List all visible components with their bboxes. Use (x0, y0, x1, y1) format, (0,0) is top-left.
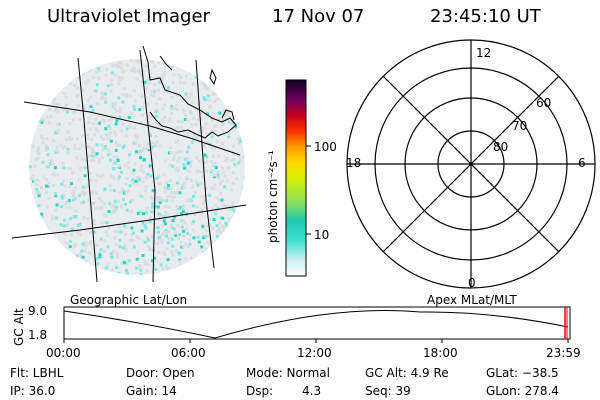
mode-readout: Mode: Normal (246, 366, 330, 380)
altitude-plot-frame (63, 306, 571, 340)
gc-alt-readout: GC Alt: 4.9 Re (365, 366, 449, 380)
lat-label-70: 70 (512, 119, 528, 133)
coastline (142, 45, 237, 139)
altitude-xtick-0000: 00:00 (46, 346, 81, 360)
mlt-label-18: 18 (346, 156, 362, 170)
colorbar-tick-label-100: 100 (314, 140, 337, 154)
altitude-x-ticks (63, 339, 569, 343)
date-label: 17 Nov 07 (272, 6, 365, 27)
altitude-curve (63, 309, 569, 339)
instrument-title: Ultraviolet Imager (47, 6, 210, 27)
dsp-label: Dsp: (246, 384, 274, 398)
door-readout: Door: Open (126, 366, 195, 380)
colorbar-tick-label-10: 10 (314, 228, 330, 242)
filter-readout: Flt: LBHL (10, 366, 64, 380)
colorbar (285, 79, 307, 277)
mlt-label-12: 12 (476, 46, 492, 60)
lat-label-60: 60 (536, 96, 552, 110)
altitude-xtick-1800: 18:00 (423, 346, 458, 360)
altitude-xtick-1200: 12:00 (297, 346, 332, 360)
colorbar-unit-label: photon cm⁻²s⁻¹ (266, 150, 280, 243)
gain-readout: Gain: 14 (126, 384, 177, 398)
polar-plot (346, 39, 596, 289)
glon-readout: GLon: 278.4 (486, 384, 559, 398)
ip-readout: IP: 36.0 (10, 384, 56, 398)
geographic-grid (11, 49, 247, 283)
altitude-xtick-0600: 06:00 (171, 346, 206, 360)
panel-label-geographic: Geographic Lat/Lon (70, 293, 188, 307)
mlt-label-6: 6 (578, 156, 586, 170)
mlt-label-0: 0 (468, 276, 476, 290)
altitude-ytick-9: 9.0 (28, 304, 48, 318)
lat-label-80: 80 (493, 140, 509, 154)
seq-readout: Seq: 39 (365, 384, 411, 398)
panel-label-apex: Apex MLat/MLT (427, 293, 517, 307)
altitude-ylabel: GC Alt (12, 308, 26, 346)
altitude-ytick-1-8: 1.8 (28, 328, 48, 342)
altitude-xtick-2359: 23:59 (546, 346, 581, 360)
dsp-value: 4.3 (302, 384, 322, 398)
time-label: 23:45:10 UT (430, 6, 541, 27)
glat-readout: GLat: −38.5 (486, 366, 559, 380)
uv-image-disk (29, 59, 245, 275)
